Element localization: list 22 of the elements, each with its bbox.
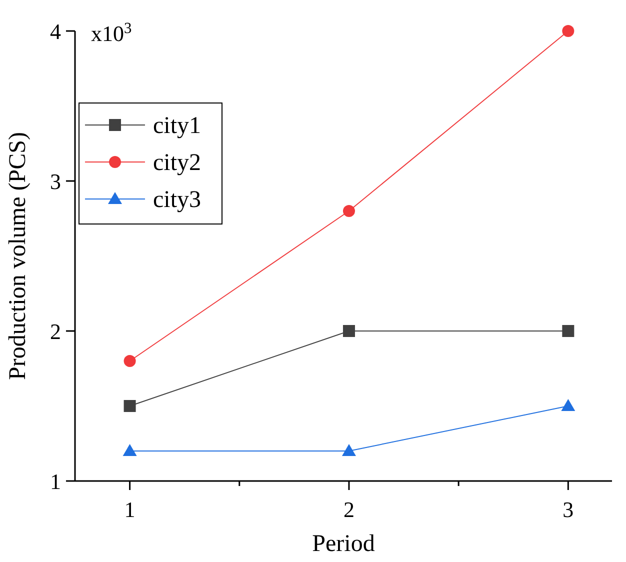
y-tick-label: 2: [50, 319, 61, 344]
point: [342, 444, 356, 456]
point: [562, 25, 574, 37]
annotation: x10$^{3}$: [91, 20, 132, 46]
point: [561, 399, 576, 411]
x-tick-label: 3: [562, 497, 574, 522]
y-tick-label: 3: [50, 169, 61, 194]
legend-label: city3: [153, 187, 201, 213]
legend-label: city1: [153, 113, 201, 139]
legend-label: city2: [153, 150, 201, 176]
point: [122, 444, 137, 456]
point: [342, 205, 355, 217]
point: [562, 325, 574, 337]
point: [124, 400, 136, 412]
x-axis-title: Period: [312, 531, 375, 557]
point: [124, 355, 136, 367]
point: [342, 325, 355, 337]
y-tick-label: 4: [50, 19, 61, 44]
y-tick-label: 1: [50, 469, 61, 494]
x-tick-label: 2: [343, 497, 354, 522]
y-axis-title: Production volume (PCS): [5, 132, 31, 380]
x-tick-label: 1: [124, 497, 136, 522]
